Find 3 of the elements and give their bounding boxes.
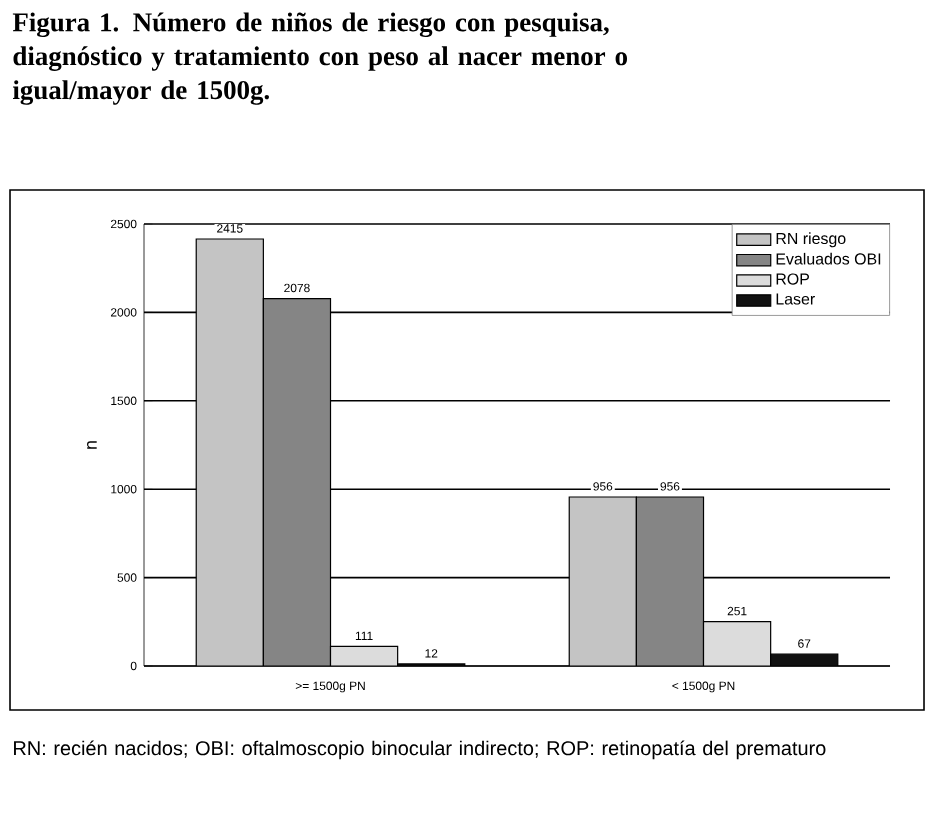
y-axis-title: n bbox=[87, 441, 97, 449]
chart-title: Figura 1. Número de niños de riesgo con pesquisa, diagnóstico y tratamiento con peso al nacer menor o igual/mayor de 1500g. bbox=[12, 12, 628, 105]
text: RN: recién nacidos; OBI: oftalmoscopio binocular indirecto; ROP: retinopatía del prematuro bbox=[14, 740, 826, 760]
